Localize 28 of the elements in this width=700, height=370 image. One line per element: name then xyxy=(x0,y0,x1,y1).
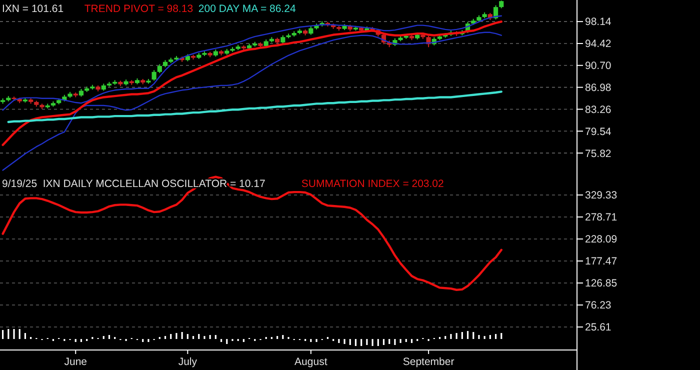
y-tick-label: 94.42 xyxy=(585,38,612,50)
candlestick xyxy=(493,4,498,20)
x-tick-label: June xyxy=(64,356,88,368)
text: 200 DAY MA = 86.24 xyxy=(198,3,296,15)
x-tick-label: September xyxy=(402,356,455,368)
y-tick-label: 76.23 xyxy=(585,300,612,312)
candlestick xyxy=(152,70,156,82)
y-tick-label: 75.82 xyxy=(585,148,612,160)
x-tick-label: July xyxy=(178,356,198,368)
chart-title: IXN = 101.61 xyxy=(2,3,64,15)
text: TREND PIVOT = 98.13 xyxy=(84,3,194,15)
y-tick-label: 329.33 xyxy=(585,190,618,202)
line-series xyxy=(2,176,502,291)
y-tick-label: 79.54 xyxy=(585,126,612,138)
y-tick-label: 83.26 xyxy=(585,104,612,116)
line-series xyxy=(2,32,502,171)
y-tick-label: 98.14 xyxy=(585,16,612,28)
series-label: SUMMATION INDEX = 203.02 xyxy=(301,178,444,190)
line-series xyxy=(7,90,502,124)
y-tick-label: 90.70 xyxy=(585,60,612,72)
y-tick-label: 177.47 xyxy=(585,256,618,268)
y-tick-label: 25.61 xyxy=(585,322,612,334)
y-tick-label: 228.09 xyxy=(585,234,618,246)
y-tick-label: 86.98 xyxy=(585,82,612,94)
x-tick-label: August xyxy=(294,356,328,368)
y-tick-label: 126.85 xyxy=(585,278,618,290)
line-series xyxy=(2,20,502,146)
y-tick-label: 278.71 xyxy=(585,212,618,224)
